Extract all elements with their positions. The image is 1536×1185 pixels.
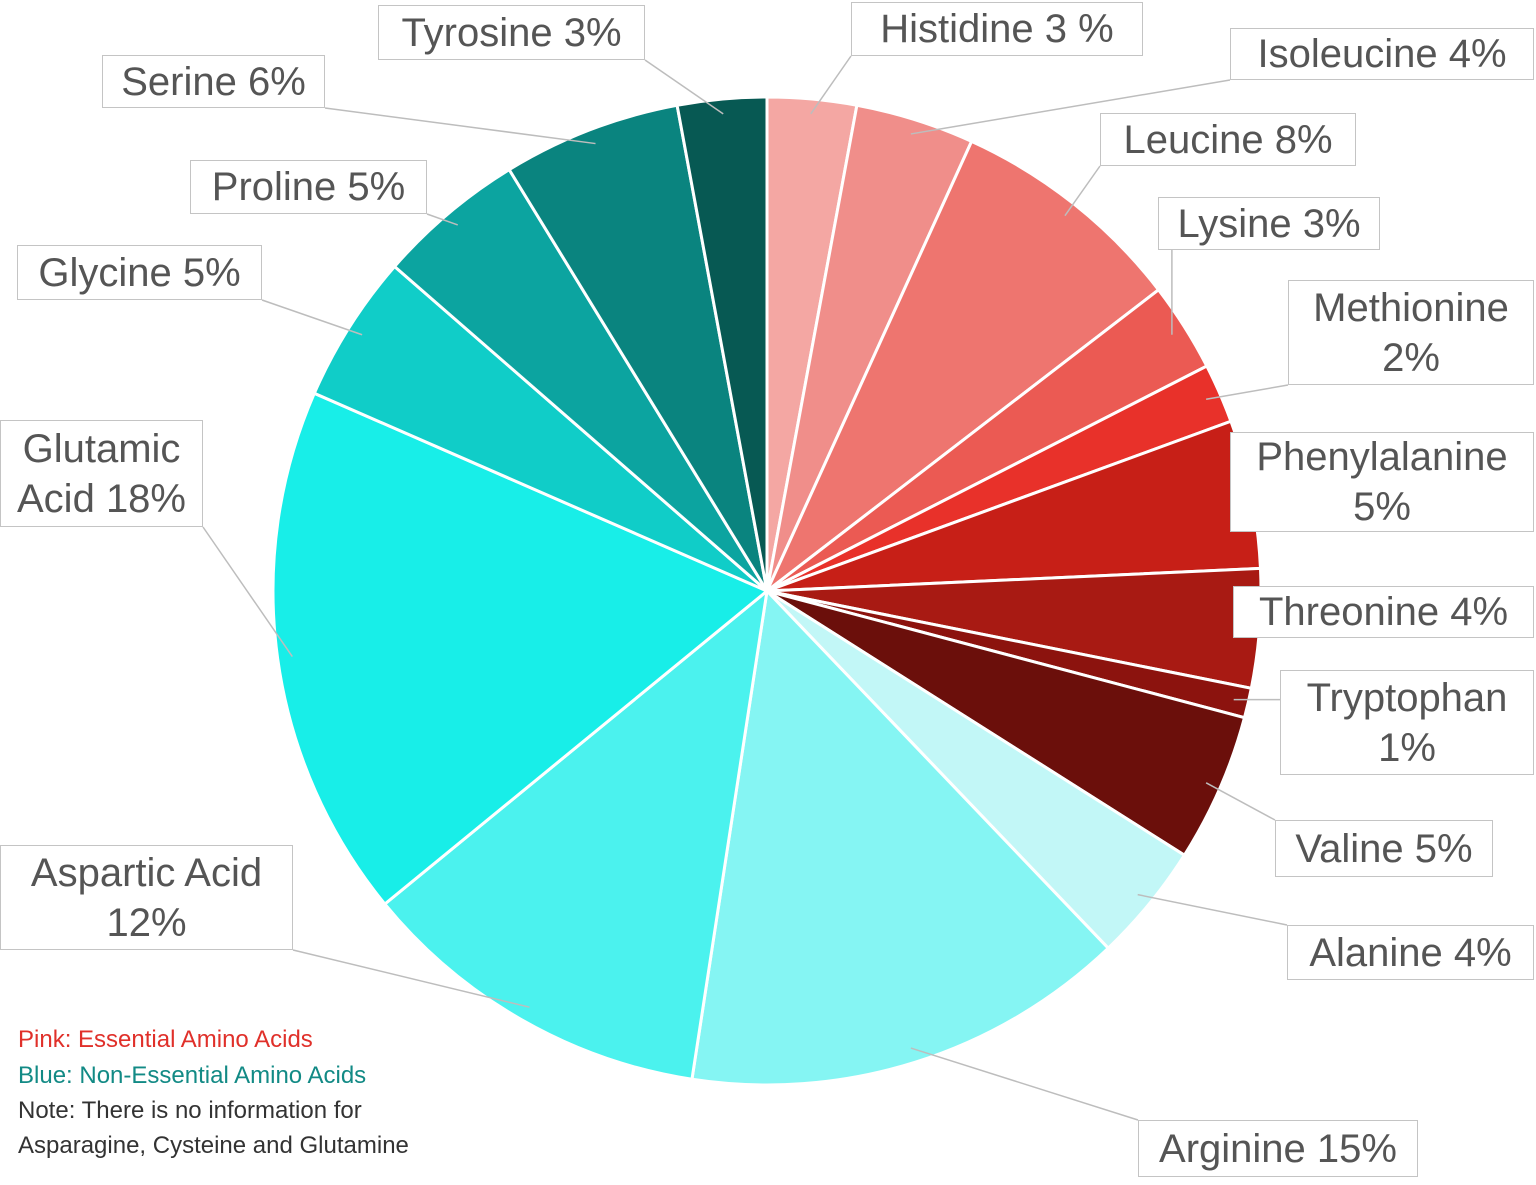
value-label: 5% bbox=[182, 250, 241, 295]
label-text: Arginine 15% bbox=[1159, 1124, 1397, 1174]
value-label: 4% bbox=[1448, 32, 1507, 76]
value-label: 15% bbox=[1316, 1126, 1397, 1171]
leader-line bbox=[1064, 165, 1101, 217]
slice-label: Lysine 3% bbox=[1158, 197, 1380, 250]
slice-label: Methionine 2% bbox=[1288, 280, 1534, 385]
label-text: Threonine 4% bbox=[1259, 587, 1508, 637]
pie-slice bbox=[312, 264, 768, 593]
category-label: Histidine bbox=[880, 7, 1034, 51]
value-label: 5% bbox=[1414, 826, 1473, 871]
slice-label: Histidine 3 % bbox=[851, 2, 1143, 56]
label-text: Lysine 3% bbox=[1177, 199, 1360, 249]
note: Note: There is no information for Aspara… bbox=[18, 1097, 409, 1159]
leader-line bbox=[324, 107, 596, 145]
value-label: 3 % bbox=[1044, 7, 1114, 51]
slice-label: Serine 6% bbox=[102, 55, 325, 108]
value-label: 2% bbox=[1382, 335, 1440, 380]
leader-line bbox=[292, 949, 530, 1008]
slice-label: Proline 5% bbox=[190, 160, 427, 214]
category-label: Leucine bbox=[1123, 117, 1264, 162]
value-label: 1% bbox=[1378, 725, 1436, 770]
leader-line bbox=[644, 59, 724, 115]
slice-label: Isoleucine 4% bbox=[1230, 28, 1534, 80]
leader-line bbox=[1206, 384, 1289, 400]
category-label: Glutamic Acid bbox=[17, 426, 181, 521]
leader-line bbox=[1137, 893, 1288, 926]
leader-line bbox=[910, 1047, 1139, 1121]
category-label: Tryptophan bbox=[1306, 675, 1508, 720]
slice-label: Threonine 4% bbox=[1233, 586, 1534, 638]
label-text: Tyrosine 3% bbox=[401, 8, 621, 58]
slice-label: Tryptophan 1% bbox=[1280, 670, 1534, 775]
category-label: Phenylalanine bbox=[1256, 435, 1508, 479]
slice-label: Glutamic Acid 18% bbox=[0, 420, 203, 527]
label-text: Phenylalanine 5% bbox=[1237, 433, 1527, 531]
label-text: Proline 5% bbox=[212, 162, 405, 212]
label-text: Serine 6% bbox=[121, 57, 306, 107]
category-label: Serine bbox=[121, 59, 237, 104]
leader-line bbox=[1205, 782, 1276, 821]
slice-label: Arginine 15% bbox=[1138, 1120, 1418, 1177]
label-text: Tryptophan 1% bbox=[1287, 673, 1527, 773]
label-text: Aspartic Acid 12% bbox=[7, 848, 286, 948]
value-label: 4% bbox=[1453, 930, 1512, 975]
pie-slice bbox=[392, 167, 769, 593]
label-text: Alanine 4% bbox=[1309, 928, 1511, 978]
pie-slice bbox=[382, 587, 770, 1081]
value-label: 3% bbox=[563, 10, 622, 55]
pie-slice bbox=[271, 391, 770, 907]
category-label: Arginine bbox=[1159, 1126, 1306, 1171]
label-text: Glycine 5% bbox=[38, 248, 240, 298]
slice-label: Aspartic Acid 12% bbox=[0, 845, 293, 950]
category-label: Methionine bbox=[1313, 285, 1509, 330]
category-label: Isoleucine bbox=[1257, 32, 1438, 76]
value-label: 5% bbox=[347, 165, 406, 209]
category-label: Lysine bbox=[1177, 201, 1292, 246]
category-label: Alanine bbox=[1309, 930, 1443, 975]
label-text: Histidine 3 % bbox=[880, 4, 1113, 54]
pie-slice bbox=[675, 95, 769, 592]
pie-slice bbox=[690, 587, 1111, 1087]
slice-label: Glycine 5% bbox=[17, 245, 262, 300]
value-label: 8% bbox=[1274, 117, 1333, 162]
category-label: Tyrosine bbox=[401, 10, 553, 55]
pie-slice bbox=[507, 103, 769, 592]
pie-slice bbox=[766, 589, 1247, 858]
legend-note: Pink: Essential Amino Acids bbox=[18, 1026, 313, 1053]
category-label: Proline bbox=[211, 165, 337, 209]
leader-line bbox=[202, 526, 293, 657]
slice-label: Leucine 8% bbox=[1100, 113, 1356, 166]
pie-slice bbox=[765, 139, 1161, 593]
category-label: Threonine bbox=[1258, 590, 1440, 634]
category-label: Valine bbox=[1295, 826, 1404, 871]
value-label: 4% bbox=[1450, 590, 1509, 634]
slice-label: Valine 5% bbox=[1275, 820, 1493, 877]
slice-label: Phenylalanine 5% bbox=[1230, 432, 1534, 532]
slice-label: Tyrosine 3% bbox=[378, 5, 645, 60]
label-text: Isoleucine 4% bbox=[1257, 29, 1506, 79]
label-text: Leucine 8% bbox=[1123, 115, 1332, 165]
category-label: Aspartic Acid bbox=[30, 850, 263, 895]
category-label: Glycine bbox=[38, 250, 172, 295]
leader-line bbox=[810, 55, 852, 115]
label-text: Glutamic Acid 18% bbox=[7, 424, 196, 524]
leader-line bbox=[426, 213, 458, 226]
leader-line bbox=[261, 299, 363, 336]
value-label: 12% bbox=[106, 900, 187, 945]
label-text: Valine 5% bbox=[1295, 824, 1472, 874]
value-label: 6% bbox=[247, 59, 306, 104]
label-text: Methionine 2% bbox=[1295, 283, 1527, 383]
value-label: 18% bbox=[105, 476, 186, 521]
legend-note: Blue: Non-Essential Amino Acids bbox=[18, 1062, 367, 1089]
leader-line bbox=[910, 79, 1231, 135]
slice-label: Alanine 4% bbox=[1287, 925, 1534, 980]
value-label: 3% bbox=[1302, 201, 1361, 246]
value-label: 5% bbox=[1353, 485, 1411, 529]
